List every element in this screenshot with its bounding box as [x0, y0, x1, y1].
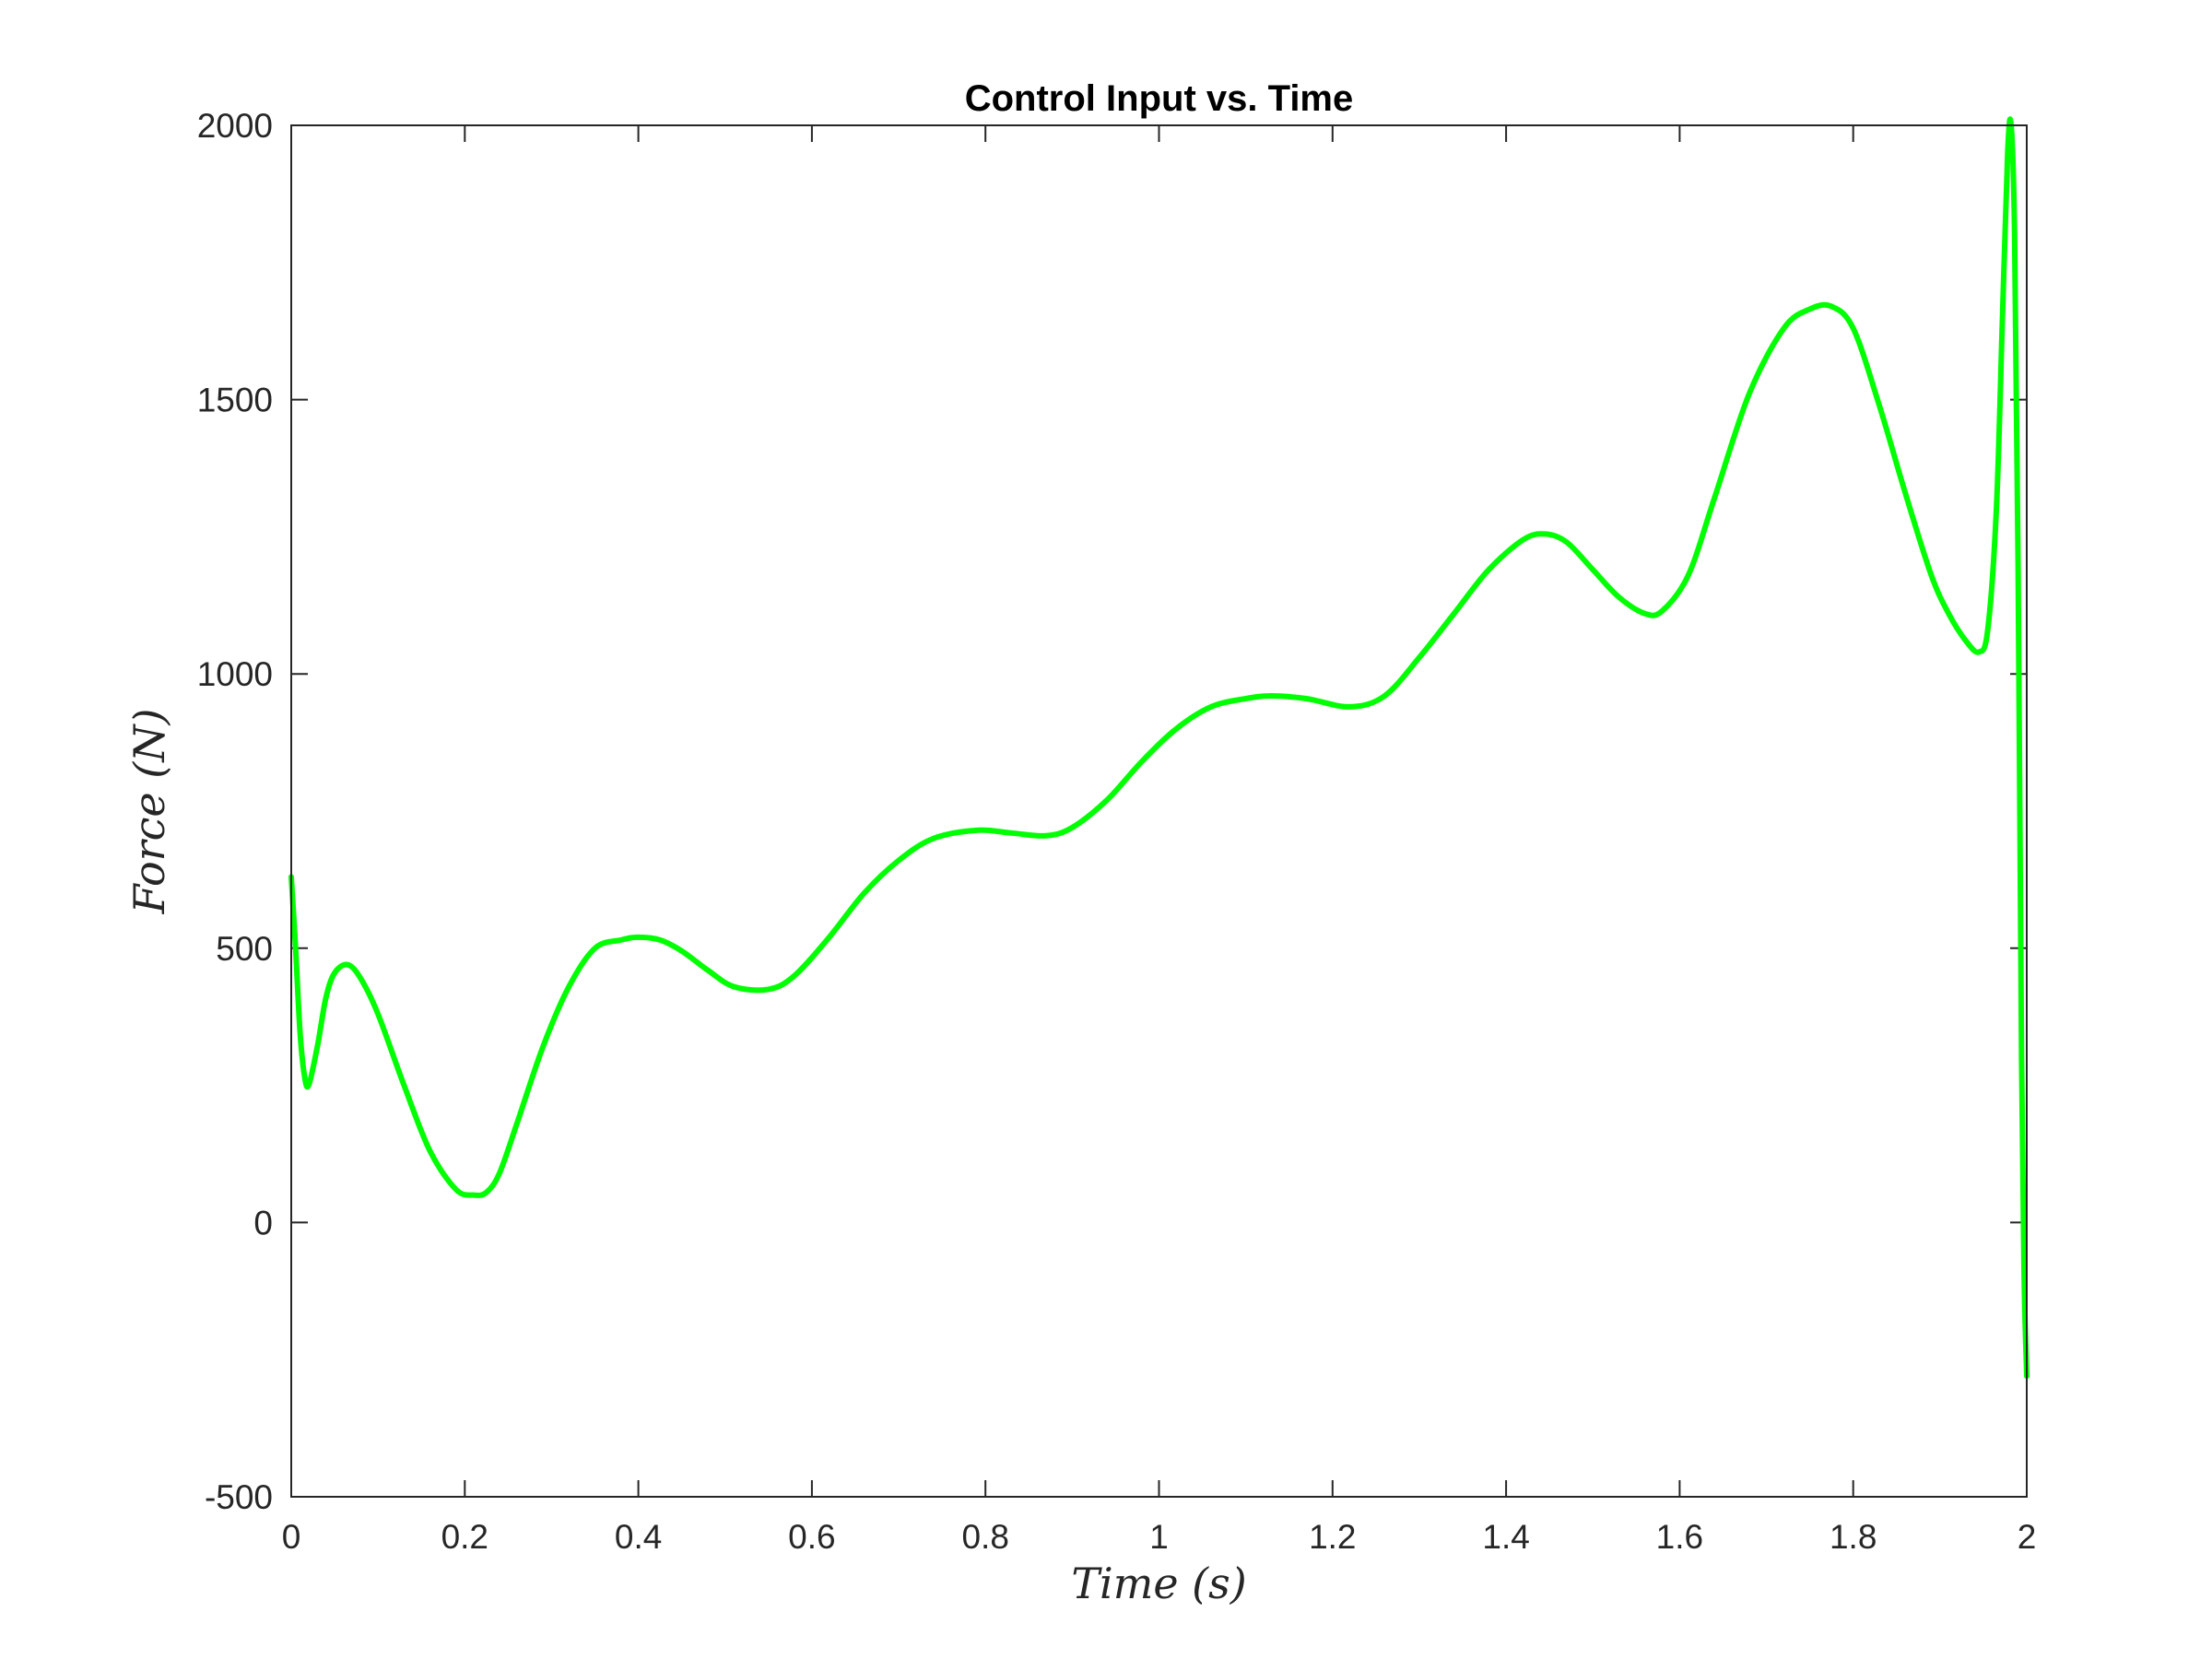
chart-title: Control Input vs. Time [965, 78, 1354, 119]
x-tick-label: 0.6 [788, 1518, 835, 1556]
x-tick-label: 1 [1149, 1518, 1169, 1556]
y-tick-label: 500 [216, 930, 273, 968]
plot-area [291, 125, 2027, 1497]
y-tick-label: 2000 [197, 107, 273, 145]
x-tick-label: 0 [282, 1518, 301, 1556]
y-tick-label: -500 [205, 1478, 273, 1516]
axes-frame [290, 124, 2028, 1498]
x-tick-label: 0.4 [615, 1518, 662, 1556]
x-tick-label: 1.8 [1830, 1518, 1877, 1556]
x-tick-label: 2 [2018, 1518, 2037, 1556]
x-tick-label: 1.4 [1482, 1518, 1529, 1556]
y-tick-label: 1000 [197, 655, 273, 693]
x-tick-label: 0.2 [441, 1518, 488, 1556]
y-tick-label: 1500 [197, 382, 273, 419]
x-axis-label: Time (s) [1071, 1559, 1246, 1608]
y-axis-label: Force (N) [124, 709, 174, 915]
x-tick-label: 1.6 [1656, 1518, 1703, 1556]
series-line [288, 116, 2030, 1380]
y-tick-label: 0 [253, 1204, 273, 1241]
x-tick-label: 1.2 [1309, 1518, 1356, 1556]
x-tick-label: 0.8 [961, 1518, 1008, 1556]
